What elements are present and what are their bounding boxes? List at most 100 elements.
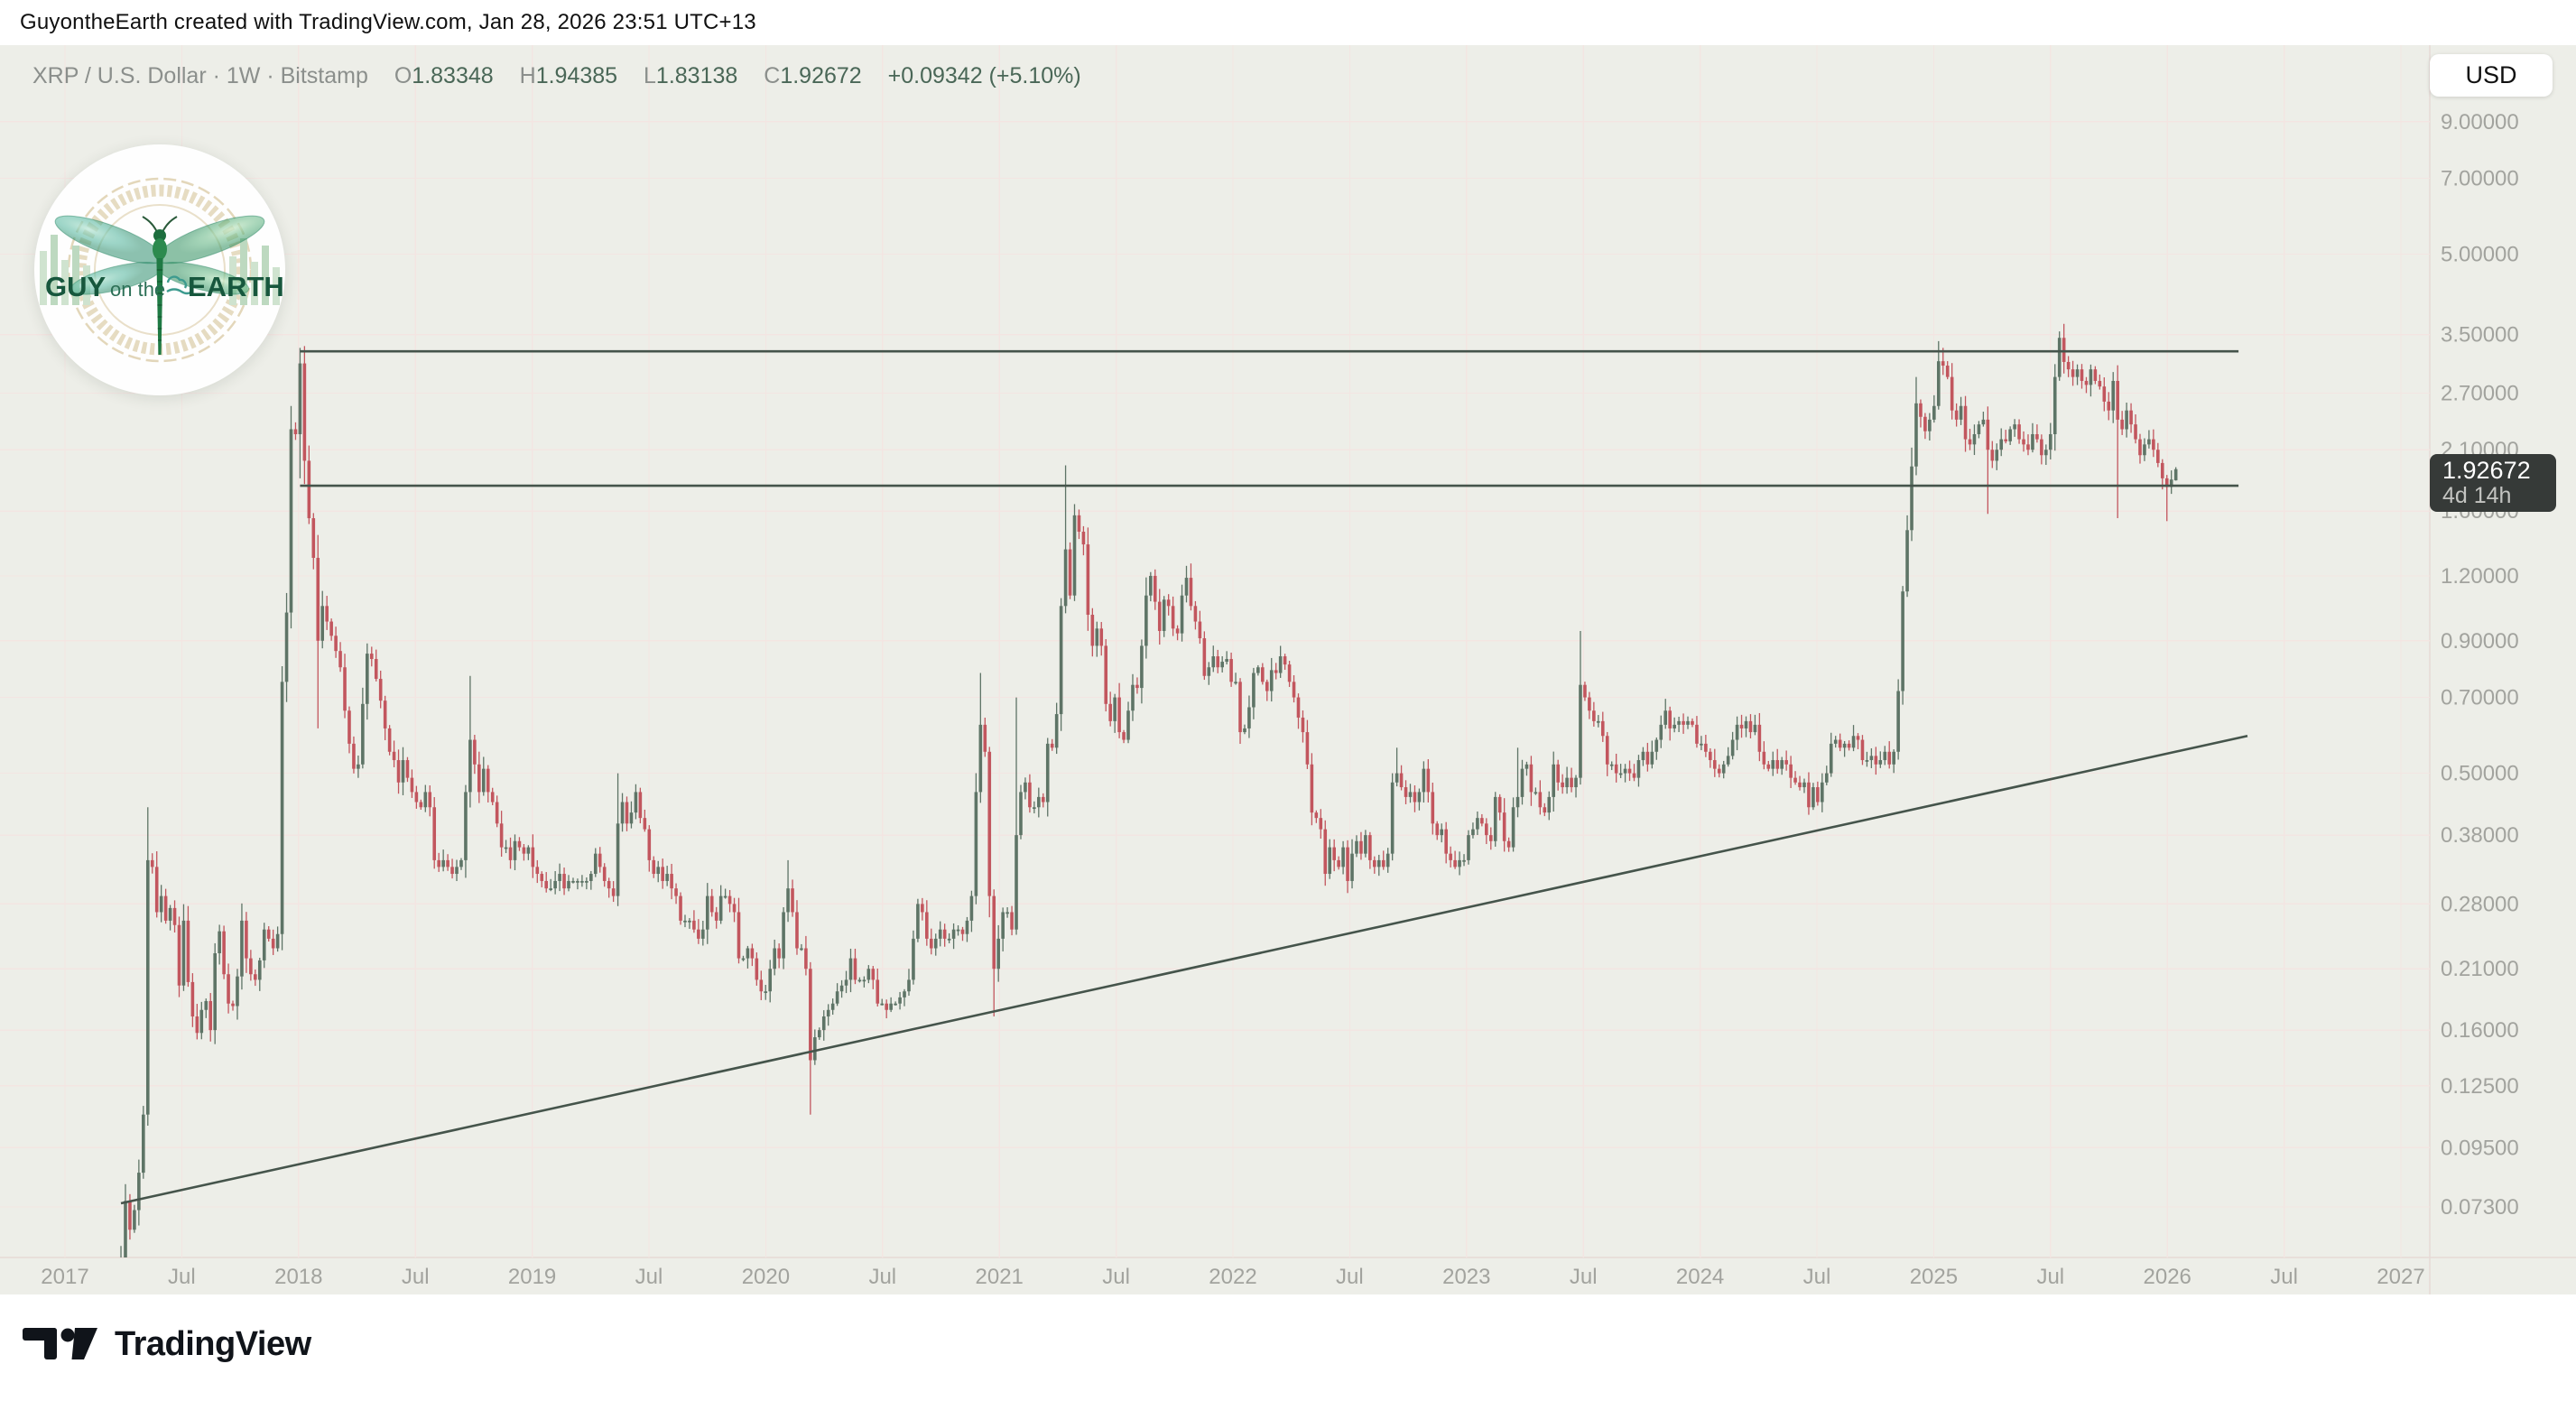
- candle-body: [1623, 768, 1627, 774]
- candle-body: [1654, 739, 1659, 752]
- price-axis-label[interactable]: 0.28000: [2441, 892, 2519, 916]
- time-axis-label[interactable]: Jul: [1570, 1265, 1598, 1289]
- candle-body: [325, 606, 329, 622]
- candle-body: [1588, 697, 1591, 711]
- tradingview-logo[interactable]: TradingView: [23, 1325, 311, 1364]
- candle-body: [956, 929, 960, 932]
- price-axis-label[interactable]: 5.00000: [2441, 243, 2519, 267]
- price-axis-label[interactable]: 0.09500: [2441, 1136, 2519, 1160]
- time-axis-label[interactable]: Jul: [868, 1265, 896, 1289]
- candle-body: [150, 859, 154, 868]
- price-axis-label[interactable]: 0.90000: [2441, 629, 2519, 654]
- candle-body: [227, 974, 230, 1004]
- price-axis-label[interactable]: 9.00000: [2441, 110, 2519, 135]
- currency-toggle-button[interactable]: USD: [2430, 54, 2553, 97]
- time-axis-label[interactable]: Jul: [1102, 1265, 1130, 1289]
- price-axis-label[interactable]: 3.50000: [2441, 323, 2519, 348]
- candle-body: [969, 895, 974, 921]
- candle-body: [1874, 756, 1878, 765]
- time-axis-label[interactable]: 2017: [41, 1265, 88, 1289]
- time-axis-label[interactable]: 2020: [742, 1265, 790, 1289]
- candle-body: [1045, 743, 1050, 803]
- dragonfly-icon: [54, 215, 265, 355]
- time-axis-label[interactable]: 2027: [2377, 1265, 2424, 1289]
- candle-body: [853, 958, 857, 980]
- candle-body: [876, 979, 880, 1004]
- candle-body: [1847, 743, 1851, 748]
- candle-body: [1614, 764, 1618, 774]
- price-axis-label[interactable]: 7.00000: [2441, 167, 2519, 191]
- price-axis-label[interactable]: 0.70000: [2441, 686, 2519, 710]
- candle-body: [262, 929, 266, 960]
- price-axis-label[interactable]: 0.38000: [2441, 823, 2519, 848]
- time-axis-label[interactable]: Jul: [2270, 1265, 2298, 1289]
- candle-body: [2048, 433, 2052, 450]
- candle-body: [1063, 549, 1068, 607]
- time-axis-label[interactable]: 2025: [1910, 1265, 1958, 1289]
- candle-body: [755, 958, 759, 980]
- candle-body: [1887, 751, 1892, 765]
- price-axis-label[interactable]: 0.12500: [2441, 1074, 2519, 1099]
- price-axis-label[interactable]: 2.70000: [2441, 381, 2519, 405]
- time-axis-label[interactable]: Jul: [2036, 1265, 2064, 1289]
- candle-body: [2164, 478, 2169, 487]
- candle-body: [1341, 847, 1345, 868]
- price-axis-label[interactable]: 1.20000: [2441, 564, 2519, 589]
- price-axis-label[interactable]: 0.50000: [2441, 762, 2519, 786]
- candle-body: [1323, 829, 1328, 875]
- candle-body: [275, 933, 280, 949]
- candle-body: [1928, 419, 1932, 431]
- candle-body: [1207, 667, 1211, 676]
- time-axis-label[interactable]: Jul: [635, 1265, 663, 1289]
- current-price-label: 1.92672 4d 14h: [2430, 454, 2556, 512]
- time-axis-label[interactable]: 2023: [1442, 1265, 1490, 1289]
- time-axis-label[interactable]: 2019: [508, 1265, 556, 1289]
- time-axis-label[interactable]: Jul: [1336, 1265, 1364, 1289]
- candle-body: [593, 853, 598, 875]
- candle-body: [280, 682, 284, 934]
- candle-body: [199, 1009, 204, 1034]
- candle-body: [1695, 724, 1699, 744]
- candle-body: [1211, 656, 1216, 668]
- candle-body: [1296, 697, 1301, 718]
- candle-body: [880, 1003, 885, 1006]
- time-axis-label[interactable]: Jul: [1803, 1265, 1831, 1289]
- price-axis-label[interactable]: 0.07300: [2441, 1195, 2519, 1220]
- candle-body: [800, 948, 803, 951]
- candle-body: [916, 904, 920, 939]
- candle-body: [2120, 419, 2124, 430]
- candle-body: [1493, 796, 1497, 841]
- time-axis-label[interactable]: 2026: [2144, 1265, 2191, 1289]
- candle-body: [652, 859, 656, 875]
- candle-body: [2173, 469, 2178, 481]
- price-axis-label[interactable]: 0.21000: [2441, 957, 2519, 981]
- time-axis-label[interactable]: Jul: [168, 1265, 196, 1289]
- candle-body: [499, 823, 504, 848]
- candle-body: [236, 976, 239, 1007]
- candle-body: [1636, 760, 1641, 778]
- candle-body: [2062, 338, 2066, 362]
- time-axis-label[interactable]: 2024: [1676, 1265, 1724, 1289]
- time-axis-label[interactable]: 2018: [274, 1265, 322, 1289]
- candle-body: [1131, 684, 1135, 711]
- candle-body: [1390, 782, 1395, 854]
- candle-body: [464, 792, 468, 860]
- candle-body: [1798, 782, 1802, 788]
- candle-body: [1650, 751, 1654, 765]
- candle-body: [1314, 812, 1319, 819]
- time-axis-label[interactable]: 2021: [976, 1265, 1024, 1289]
- candle-body: [1963, 405, 1968, 440]
- candle-body: [589, 874, 593, 881]
- candle-body: [1726, 756, 1730, 765]
- time-axis-label[interactable]: Jul: [402, 1265, 430, 1289]
- candle-body: [172, 907, 177, 925]
- candle-body: [862, 979, 866, 982]
- candle-body: [1108, 703, 1112, 721]
- price-axis-label[interactable]: 0.16000: [2441, 1018, 2519, 1043]
- candle-body: [848, 958, 853, 980]
- time-axis-label[interactable]: 2022: [1209, 1265, 1256, 1289]
- candle-body: [2160, 462, 2164, 478]
- candle-body: [1995, 450, 1999, 461]
- candle-body: [737, 912, 741, 959]
